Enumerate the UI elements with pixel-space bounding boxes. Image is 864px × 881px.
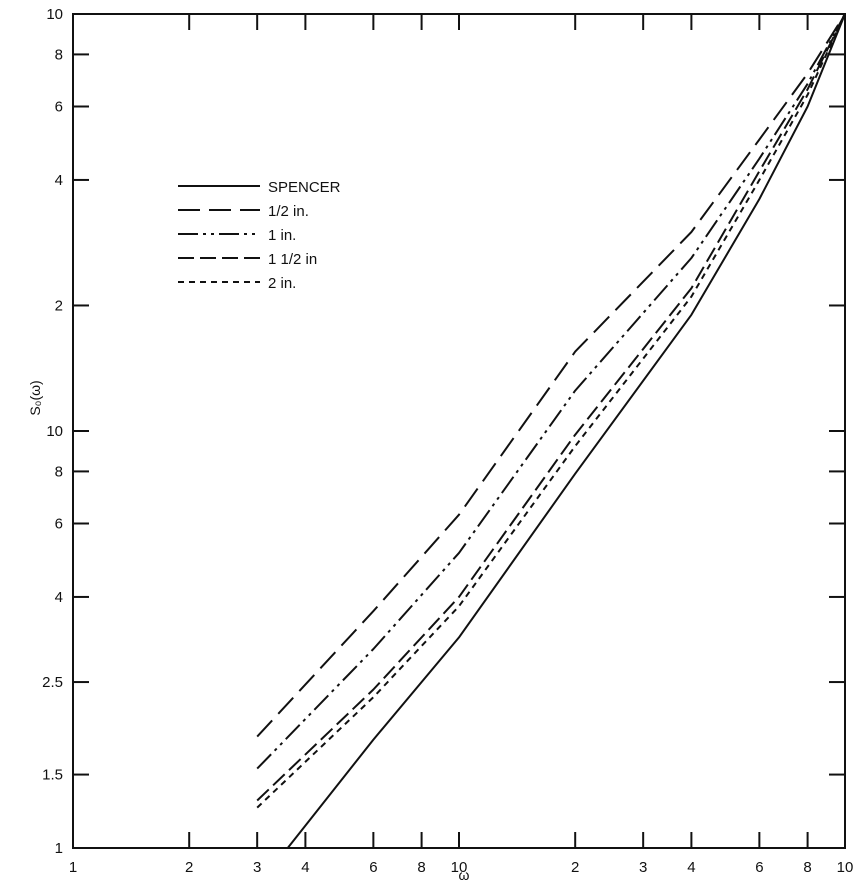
x-tick-label: 10 — [837, 859, 854, 876]
x-tick-label: 8 — [803, 859, 811, 876]
series-line-1 — [286, 13, 846, 849]
plot-frame — [72, 13, 846, 849]
legend-label-5: 2 in. — [268, 275, 296, 292]
x-tick-label: 2 — [185, 859, 193, 876]
y-tick-label: 4 — [55, 589, 63, 606]
y-tick-label: 6 — [55, 99, 63, 116]
y-tick-label: 1 — [55, 840, 63, 857]
x-tick-label: 2 — [571, 859, 579, 876]
series-line-4 — [256, 13, 846, 802]
x-tick-label: 1 — [69, 859, 77, 876]
x-tick-label: 4 — [687, 859, 695, 876]
x-tick-label: 6 — [755, 859, 763, 876]
y-tick-label: 6 — [55, 516, 63, 533]
x-tick-label: 8 — [417, 859, 425, 876]
y-tick-label: 10 — [46, 423, 63, 440]
series-line-3 — [256, 13, 846, 770]
x-axis-label: ω — [459, 867, 470, 881]
legend-label-3: 1 in. — [268, 227, 296, 244]
legend-label-4: 1 1/2 in — [268, 251, 317, 268]
x-tick-label: 6 — [369, 859, 377, 876]
legend-label-1: SPENCER — [268, 179, 341, 196]
y-tick-label: 8 — [55, 463, 63, 480]
y-tick-label: 1.5 — [42, 767, 63, 784]
y-tick-label: 2.5 — [42, 674, 63, 691]
x-tick-label: 4 — [301, 859, 309, 876]
legend-label-2: 1/2 in. — [268, 203, 309, 220]
x-tick-label: 10 — [451, 859, 468, 876]
y-tick-label: 4 — [55, 172, 63, 189]
series-line-2 — [256, 13, 846, 738]
x-tick-label: 3 — [253, 859, 261, 876]
y-axis-label: S₀(ω) — [27, 380, 43, 415]
y-tick-label: 10 — [46, 6, 63, 23]
series-line-5 — [256, 13, 846, 809]
y-tick-label: 2 — [55, 297, 63, 314]
y-tick-label: 8 — [55, 46, 63, 63]
x-tick-label: 3 — [639, 859, 647, 876]
